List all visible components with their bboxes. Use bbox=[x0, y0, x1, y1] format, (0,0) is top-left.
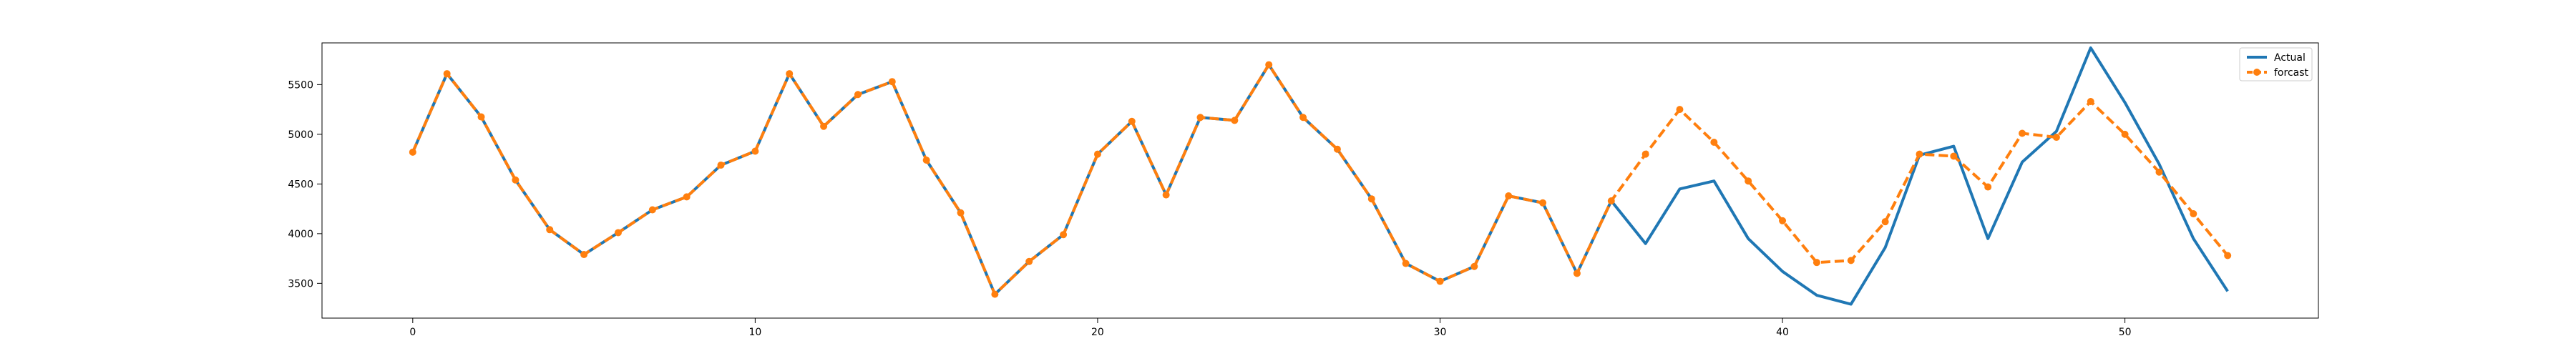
data-point-forcast bbox=[1231, 117, 1239, 124]
data-point-forcast bbox=[1367, 195, 1375, 203]
legend-label-forcast: forcast bbox=[2274, 67, 2309, 79]
data-point-forcast bbox=[2121, 130, 2129, 138]
data-point-forcast bbox=[1470, 262, 1478, 270]
data-point-forcast bbox=[1162, 191, 1170, 199]
data-point-forcast bbox=[443, 70, 451, 78]
data-point-forcast bbox=[922, 157, 930, 164]
data-point-forcast bbox=[477, 113, 485, 121]
data-point-forcast bbox=[1505, 192, 1513, 200]
data-point-forcast bbox=[1299, 114, 1307, 122]
data-point-forcast bbox=[717, 161, 725, 169]
legend: Actual forcast bbox=[2239, 47, 2313, 81]
data-point-forcast bbox=[2052, 134, 2060, 142]
data-point-forcast bbox=[1984, 183, 1992, 191]
data-point-forcast bbox=[1060, 231, 1068, 239]
data-point-forcast bbox=[1813, 259, 1820, 267]
data-point-forcast bbox=[957, 209, 965, 217]
x-tick-label: 0 bbox=[409, 327, 416, 338]
series-layer bbox=[409, 46, 2232, 306]
legend-label-actual: Actual bbox=[2274, 52, 2306, 64]
data-point-forcast bbox=[2155, 168, 2163, 176]
data-point-forcast bbox=[1881, 218, 1889, 226]
x-tick-label: 50 bbox=[2119, 327, 2132, 338]
data-point-forcast bbox=[820, 122, 828, 130]
data-point-forcast bbox=[1607, 197, 1615, 204]
y-tick-label: 5500 bbox=[288, 79, 313, 91]
x-tick-label: 10 bbox=[748, 327, 761, 338]
data-point-forcast bbox=[580, 251, 588, 259]
data-point-forcast bbox=[1333, 145, 1341, 153]
y-tick-label: 5000 bbox=[288, 129, 313, 141]
data-point-forcast bbox=[751, 147, 759, 155]
plot-frame bbox=[321, 42, 2319, 319]
data-point-forcast bbox=[648, 206, 656, 214]
data-point-forcast bbox=[683, 193, 691, 201]
data-point-forcast bbox=[1779, 217, 1787, 224]
data-point-forcast bbox=[1641, 150, 1649, 158]
data-point-forcast bbox=[1265, 61, 1273, 69]
data-point-forcast bbox=[1093, 150, 1101, 158]
y-tick-label: 3500 bbox=[288, 278, 313, 290]
data-point-forcast bbox=[1573, 269, 1581, 277]
data-point-forcast bbox=[2087, 98, 2094, 105]
x-tick-label: 30 bbox=[1434, 327, 1447, 338]
y-tick-label: 4500 bbox=[288, 179, 313, 190]
data-point-forcast bbox=[854, 91, 862, 99]
data-point-forcast bbox=[1196, 114, 1204, 122]
y-tick-label: 4000 bbox=[288, 229, 313, 240]
data-point-forcast bbox=[1539, 199, 1547, 207]
data-point-forcast bbox=[2224, 252, 2232, 259]
data-point-forcast bbox=[1436, 277, 1444, 285]
data-point-forcast bbox=[1847, 257, 1855, 264]
data-point-forcast bbox=[2190, 210, 2197, 218]
data-point-forcast bbox=[1916, 150, 1923, 158]
data-point-forcast bbox=[1402, 259, 1410, 267]
data-point-forcast bbox=[1745, 177, 1752, 185]
data-point-forcast bbox=[512, 176, 519, 184]
data-point-forcast bbox=[546, 226, 554, 234]
data-point-forcast bbox=[614, 229, 622, 237]
x-tick-label: 20 bbox=[1091, 327, 1104, 338]
data-point-forcast bbox=[786, 70, 794, 78]
data-point-forcast bbox=[888, 78, 896, 86]
data-point-forcast bbox=[1128, 117, 1136, 125]
legend-marker-forcast bbox=[2253, 69, 2260, 76]
data-point-forcast bbox=[1025, 257, 1033, 265]
data-point-forcast bbox=[991, 290, 999, 298]
data-point-forcast bbox=[1710, 138, 1718, 146]
x-tick-label: 40 bbox=[1776, 327, 1789, 338]
series-line-forcast bbox=[411, 63, 2229, 296]
data-point-forcast bbox=[1676, 106, 1684, 114]
data-point-forcast bbox=[2019, 129, 2026, 137]
data-point-forcast bbox=[1950, 152, 1958, 160]
data-point-forcast bbox=[409, 148, 416, 156]
axes-layer: 0 10 20 30 40 50 3500 4000 4500 5000 5500 bbox=[288, 79, 2131, 338]
plot-background bbox=[322, 43, 2318, 318]
